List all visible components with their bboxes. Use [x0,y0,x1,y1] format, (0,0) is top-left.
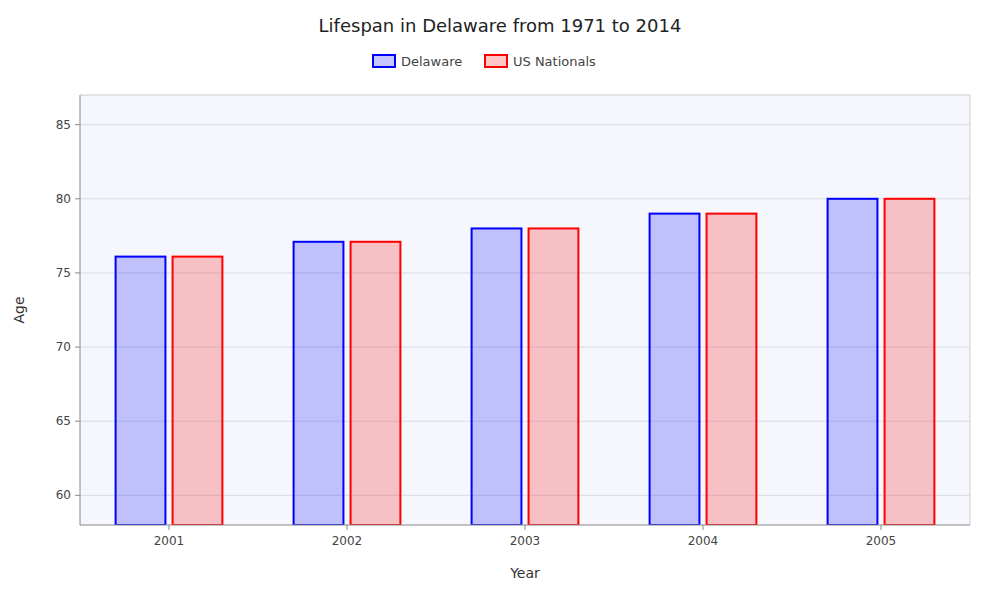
x-tick [169,525,170,530]
y-tick-label: 75 [56,266,71,280]
x-tick-label: 2004 [688,534,719,548]
bar [650,214,700,525]
legend: Delaware US Nationals [373,54,596,69]
bar [294,242,344,525]
y-tick [75,495,80,496]
chart-svg: 60 65 70 75 80 85 2001 2002 2003 2004 2005 Lifespan… [0,0,1000,600]
legend-label: US Nationals [513,54,596,69]
bar [707,214,757,525]
y-tick [75,347,80,348]
y-tick-label: 70 [56,340,71,354]
chart-container: 60 65 70 75 80 85 2001 2002 2003 2004 2005 Lifespan… [0,0,1000,600]
bar [116,257,166,525]
frame-right [970,95,971,525]
frame-top [80,95,970,96]
legend-swatch [373,55,395,67]
legend-label: Delaware [401,54,462,69]
bar [828,199,878,525]
y-tick-label: 60 [56,488,71,502]
y-tick [75,272,80,273]
bars [116,199,935,525]
chart-title: Lifespan in Delaware from 1971 to 2014 [319,15,682,36]
bar [885,199,935,525]
y-tick-label: 80 [56,192,71,206]
y-axis-label: Age [11,296,27,323]
grid-line [80,124,970,125]
x-tick [347,525,348,530]
y-tick [75,124,80,125]
y-tick [75,421,80,422]
x-tick [525,525,526,530]
legend-swatch [485,55,507,67]
x-axis-label: Year [509,565,540,581]
y-tick-label: 65 [56,414,71,428]
x-tick [881,525,882,530]
y-tick-label: 85 [56,118,71,132]
x-tick-label: 2003 [510,534,541,548]
y-axis-line [80,95,81,525]
bar [529,228,579,525]
x-tick-label: 2002 [332,534,363,548]
bar [173,257,223,525]
x-tick-label: 2001 [154,534,185,548]
bar [472,228,522,525]
x-tick [703,525,704,530]
bar [351,242,401,525]
plot-background [80,95,970,525]
y-tick [75,198,80,199]
x-tick-label: 2005 [866,534,897,548]
